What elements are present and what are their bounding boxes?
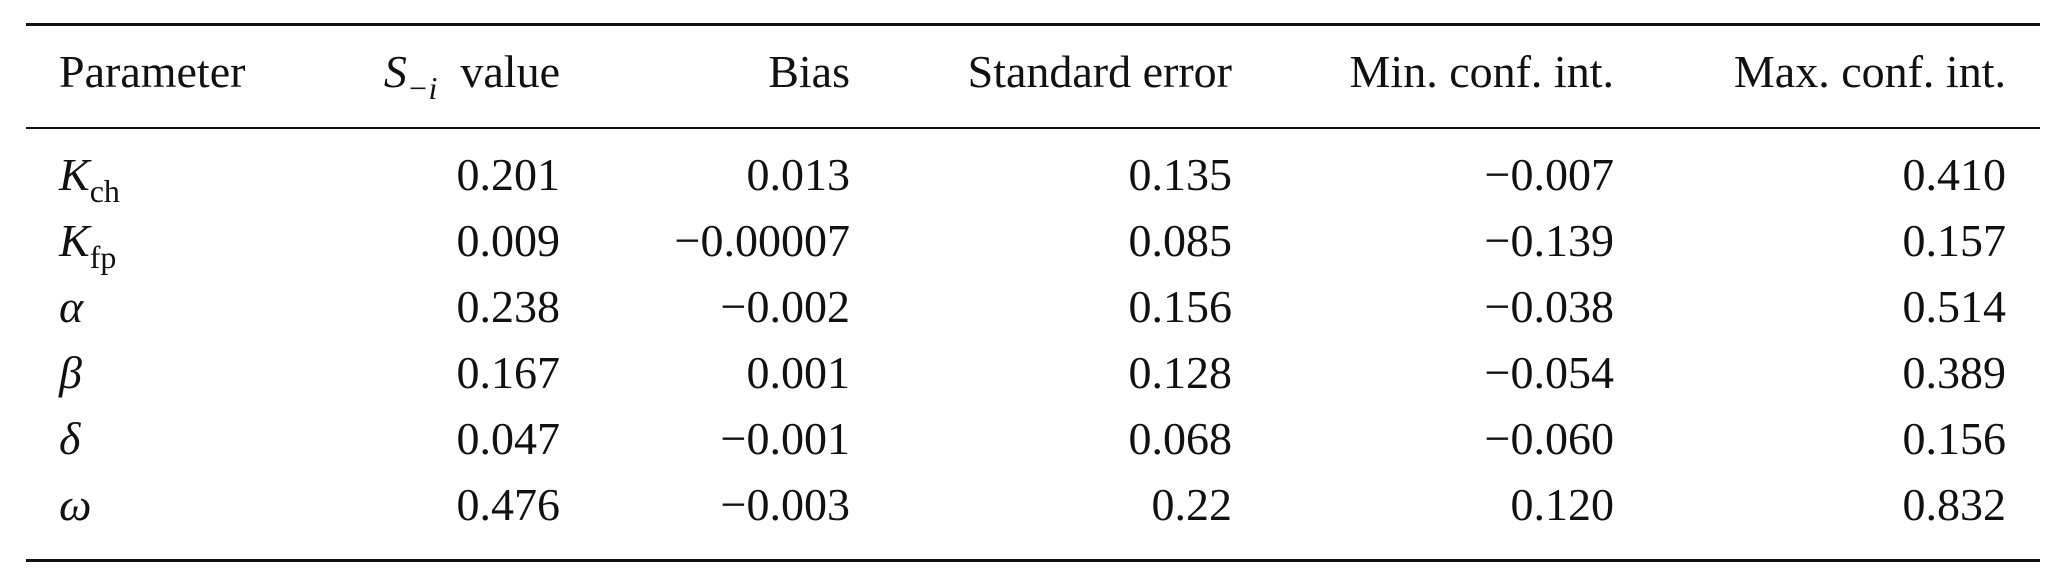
value-cell: 0.047	[457, 416, 561, 462]
value-cell: 0.068	[1129, 416, 1233, 462]
value-text: 0.832	[1902, 479, 2007, 530]
value-text: −0.054	[1484, 347, 1614, 398]
value-text: −0.060	[1484, 413, 1614, 464]
value-cell: 0.167	[457, 350, 561, 396]
value-text: −0.038	[1484, 281, 1614, 332]
value-cell: −0.060	[1485, 416, 1614, 462]
value-cell: −0.002	[721, 284, 850, 330]
header-text: Min. conf. int.	[1349, 46, 1614, 97]
parameter-cell: Kfp	[59, 215, 116, 274]
parameter-symbol: α	[59, 281, 84, 332]
parameter-cell: Kch	[59, 149, 120, 208]
parameter-cell: δ	[59, 416, 80, 462]
value-cell: 0.410	[1903, 152, 2007, 198]
value-cell: −0.139	[1485, 218, 1614, 264]
header-cell: Standard error	[968, 49, 1232, 95]
value-cell: 0.832	[1903, 482, 2007, 528]
header-cell: Max. conf. int.	[1734, 49, 2006, 95]
value-text: 0.201	[456, 149, 561, 200]
parameter-cell: ω	[59, 482, 91, 528]
value-text: 0.120	[1510, 479, 1615, 530]
value-text: 0.389	[1902, 347, 2007, 398]
parameter-symbol: δ	[59, 413, 81, 464]
value-text: −0.001	[720, 413, 850, 464]
value-cell: 0.157	[1903, 218, 2007, 264]
value-cell: −0.038	[1485, 284, 1614, 330]
header-text: Parameter	[59, 46, 246, 97]
parameter-symbol: K	[59, 215, 90, 266]
value-cell: 0.389	[1903, 350, 2007, 396]
value-text: −0.00007	[674, 215, 850, 266]
value-text: −0.003	[720, 479, 850, 530]
value-cell: 0.514	[1903, 284, 2007, 330]
value-text: 0.476	[456, 479, 561, 530]
value-cell: 0.135	[1129, 152, 1233, 198]
value-cell: 0.120	[1511, 482, 1615, 528]
header-text: value	[460, 46, 560, 97]
value-cell: 0.013	[747, 152, 851, 198]
parameter-symbol: K	[59, 149, 90, 200]
header-cell: Parameter	[59, 49, 245, 95]
value-cell: −0.007	[1485, 152, 1614, 198]
header-subscript: −i	[406, 70, 438, 106]
value-text: 0.135	[1128, 149, 1233, 200]
header-cell: S−i value	[383, 46, 560, 105]
value-cell: −0.00007	[675, 218, 850, 264]
value-cell: 0.085	[1129, 218, 1233, 264]
parameter-symbol: β	[59, 347, 82, 398]
value-cell: −0.001	[721, 416, 850, 462]
value-text: 0.167	[456, 347, 561, 398]
header-text: Bias	[768, 46, 850, 97]
header-text: Standard error	[967, 46, 1232, 97]
value-cell: 0.156	[1903, 416, 2007, 462]
value-text: −0.002	[720, 281, 850, 332]
value-text: 0.22	[1151, 479, 1233, 530]
parameter-symbol: ω	[59, 479, 92, 530]
value-text: −0.139	[1484, 215, 1614, 266]
top-rule	[26, 23, 2040, 26]
value-cell: 0.238	[457, 284, 561, 330]
value-text: 0.157	[1902, 215, 2007, 266]
value-text: 0.156	[1902, 413, 2007, 464]
value-cell: 0.001	[747, 350, 851, 396]
value-text: 0.085	[1128, 215, 1233, 266]
value-cell: 0.476	[457, 482, 561, 528]
value-text: 0.013	[746, 149, 851, 200]
parameter-subscript: ch	[89, 173, 120, 209]
value-text: 0.009	[456, 215, 561, 266]
value-text: 0.410	[1902, 149, 2007, 200]
parameter-cell: β	[59, 350, 82, 396]
value-cell: 0.156	[1129, 284, 1233, 330]
value-cell: 0.128	[1129, 350, 1233, 396]
value-cell: −0.003	[721, 482, 850, 528]
value-text: −0.007	[1484, 149, 1614, 200]
parameter-subscript: fp	[89, 239, 117, 275]
value-text: 0.001	[746, 347, 851, 398]
header-rule	[26, 127, 2040, 129]
header-cell: Min. conf. int.	[1350, 49, 1614, 95]
value-text: 0.068	[1128, 413, 1233, 464]
header-text: Max. conf. int.	[1733, 46, 2006, 97]
parameter-cell: α	[59, 284, 83, 330]
value-text: 0.156	[1128, 281, 1233, 332]
value-text: 0.128	[1128, 347, 1233, 398]
value-text: 0.514	[1902, 281, 2007, 332]
value-cell: 0.22	[1152, 482, 1233, 528]
header-cell: Bias	[768, 49, 850, 95]
value-cell: 0.009	[457, 218, 561, 264]
value-text: 0.047	[456, 413, 561, 464]
value-cell: 0.201	[457, 152, 561, 198]
header-symbol: S	[383, 46, 407, 97]
value-cell: −0.054	[1485, 350, 1614, 396]
bottom-rule	[26, 559, 2040, 562]
value-text: 0.238	[456, 281, 561, 332]
